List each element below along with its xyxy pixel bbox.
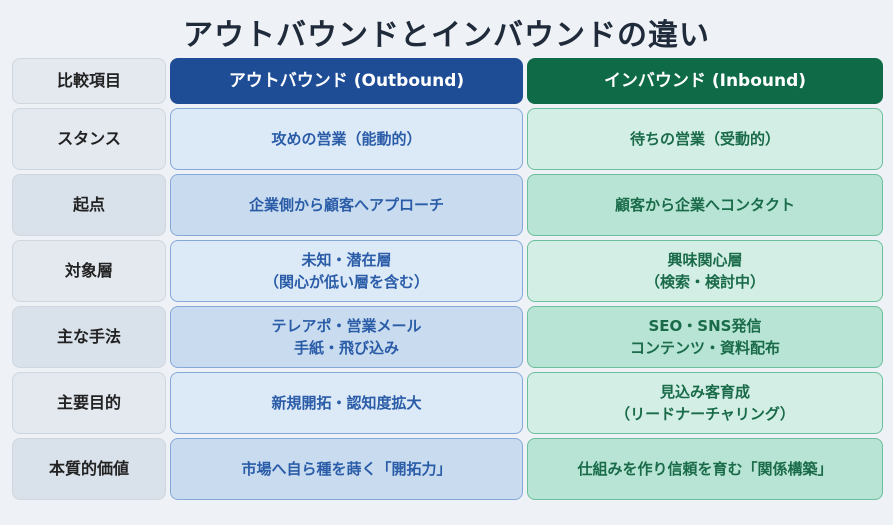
outbound-cell: 新規開拓・認知度拡大 [170, 372, 523, 434]
outbound-cell: 攻めの営業（能動的） [170, 108, 523, 170]
inbound-cell: 見込み客育成 （リードナーチャリング） [527, 372, 883, 434]
inbound-cell: 待ちの営業（受動的） [527, 108, 883, 170]
row-label: 起点 [12, 174, 166, 236]
outbound-cell: 未知・潜在層 （関心が低い層を含む） [170, 240, 523, 302]
row-label: 本質的価値 [12, 438, 166, 500]
outbound-cell: テレアポ・営業メール 手紙・飛び込み [170, 306, 523, 368]
row-label: 主な手法 [12, 306, 166, 368]
comparison-table: 比較項目 アウトバウンド (Outbound) インバウンド (Inbound)… [12, 58, 883, 500]
row-label: 主要目的 [12, 372, 166, 434]
row-label: 対象層 [12, 240, 166, 302]
header-label: 比較項目 [12, 58, 166, 104]
inbound-cell: 仕組みを作り信頼を育む「関係構築」 [527, 438, 883, 500]
inbound-cell: 興味関心層 （検索・検討中） [527, 240, 883, 302]
outbound-cell: 企業側から顧客へアプローチ [170, 174, 523, 236]
inbound-cell: SEO・SNS発信 コンテンツ・資料配布 [527, 306, 883, 368]
inbound-cell: 顧客から企業へコンタクト [527, 174, 883, 236]
header-inbound: インバウンド (Inbound) [527, 58, 883, 104]
row-label: スタンス [12, 108, 166, 170]
outbound-cell: 市場へ自ら種を蒔く「開拓力」 [170, 438, 523, 500]
header-outbound: アウトバウンド (Outbound) [170, 58, 523, 104]
page-title: アウトバウンドとインバウンドの違い [183, 18, 710, 53]
